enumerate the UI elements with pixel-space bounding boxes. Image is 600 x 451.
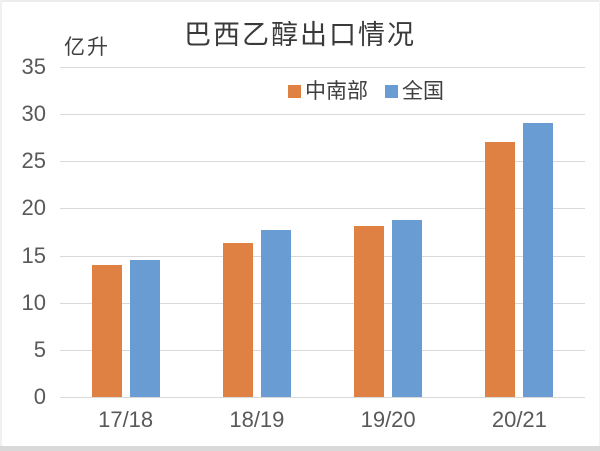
legend-swatch-icon <box>288 85 301 98</box>
y-tick-label-25: 25 <box>21 148 46 174</box>
y-axis-unit-label: 亿升 <box>64 35 110 59</box>
y-tick-label-15: 15 <box>21 242 46 268</box>
bar-group-17/18 <box>91 260 160 397</box>
plot-area <box>60 67 585 398</box>
bar-中南部-18/19 <box>222 243 253 397</box>
bar-全国-17/18 <box>129 260 160 397</box>
legend-swatch-icon <box>385 85 398 98</box>
y-tick-label-35: 35 <box>21 54 46 79</box>
gridline-y-15 <box>60 255 585 257</box>
top-edge-divider <box>0 0 600 2</box>
bar-中南部-19/20 <box>354 226 385 397</box>
bar-全国-18/19 <box>260 230 291 397</box>
bottom-edge-divider <box>0 446 600 451</box>
y-tick-label-20: 20 <box>21 195 46 221</box>
gridline-y-5 <box>60 349 585 351</box>
bar-中南部-17/18 <box>91 265 122 397</box>
bar-group-18/19 <box>222 230 291 397</box>
legend-item-中南部: 中南部 <box>288 81 368 102</box>
legend-item-全国: 全国 <box>385 81 444 102</box>
x-tick-label-19/20: 19/20 <box>360 407 416 432</box>
gridline-y-0 <box>60 397 585 398</box>
x-tick-label-20/21: 20/21 <box>491 407 547 432</box>
y-tick-label-0: 0 <box>33 384 46 409</box>
y-tick-label-5: 5 <box>33 336 46 362</box>
legend-label: 中南部 <box>305 79 368 103</box>
bar-group-19/20 <box>354 219 423 397</box>
x-tick-label-18/19: 18/19 <box>229 407 285 432</box>
legend-label: 全国 <box>402 79 444 103</box>
chart-title: 巴西乙醇出口情况 <box>184 20 416 50</box>
bar-group-20/21 <box>485 122 554 397</box>
y-tick-label-10: 10 <box>21 289 46 315</box>
gridline-y-25 <box>60 161 585 163</box>
gridline-y-35 <box>60 67 585 68</box>
legend: 中南部 全国 <box>288 81 444 102</box>
bar-中南部-20/21 <box>485 142 516 397</box>
x-tick-label-17/18: 17/18 <box>98 407 154 432</box>
gridline-y-20 <box>60 208 585 210</box>
left-edge-divider <box>0 0 2 451</box>
gridline-y-10 <box>60 302 585 304</box>
y-tick-label-30: 30 <box>21 101 46 127</box>
bar-全国-20/21 <box>523 122 554 397</box>
gridline-y-30 <box>60 114 585 116</box>
bar-全国-19/20 <box>392 219 423 397</box>
